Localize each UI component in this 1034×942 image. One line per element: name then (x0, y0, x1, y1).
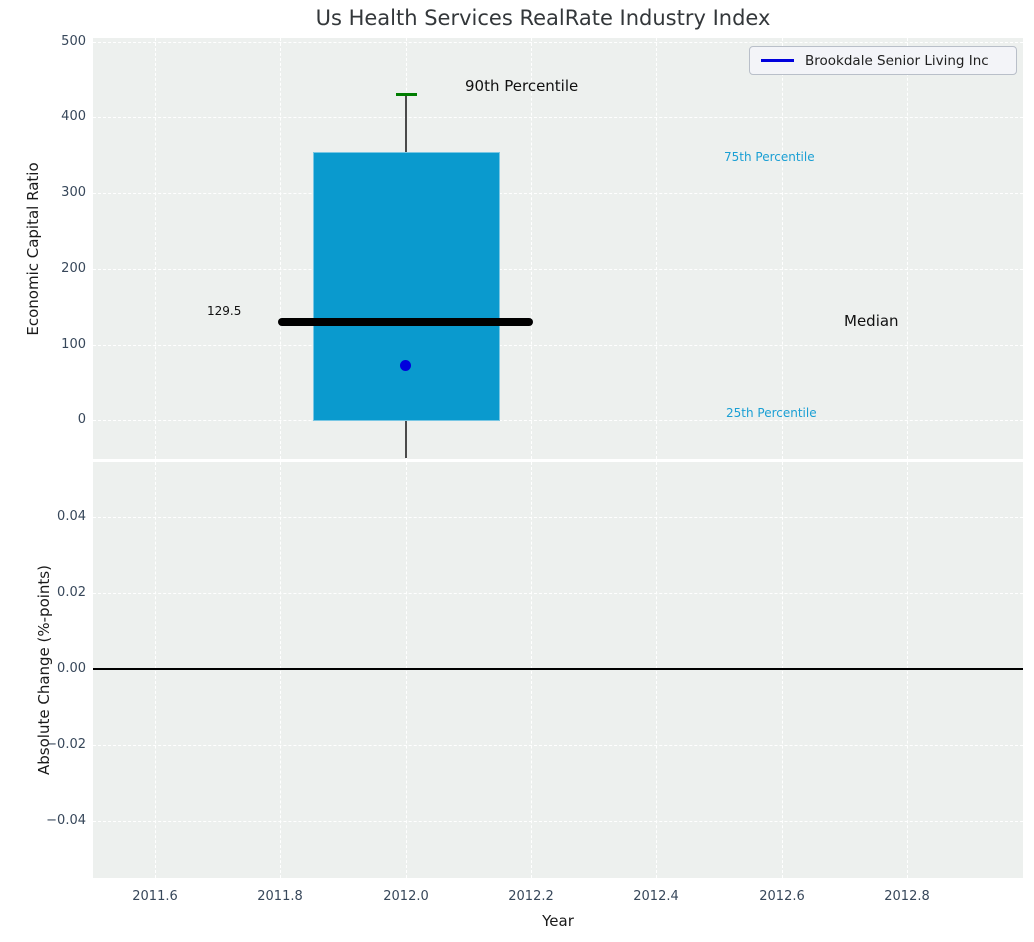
ytick: −0.02 (46, 737, 86, 752)
chart-title: Us Health Services RealRate Industry Ind… (315, 6, 771, 30)
bottom-ylabel: Absolute Change (%-points) (35, 565, 53, 775)
gridline-v (531, 38, 532, 459)
gridline-h (93, 420, 1023, 421)
ytick: 500 (61, 34, 86, 49)
gridline-v (280, 462, 281, 878)
legend-line-swatch (761, 59, 794, 62)
xtick: 2012.8 (884, 889, 930, 904)
xtick: 2012.0 (383, 889, 429, 904)
gridline-h (93, 269, 1023, 270)
xlabel: Year (542, 912, 574, 930)
gridline-h (93, 117, 1023, 118)
label-25th-percentile: 25th Percentile (726, 406, 817, 420)
gridline-h (93, 593, 1023, 594)
gridline-v (406, 462, 407, 878)
company-data-point (400, 360, 411, 371)
xtick: 2011.6 (132, 889, 178, 904)
legend-label: Brookdale Senior Living Inc (805, 52, 989, 69)
gridline-v (531, 462, 532, 878)
bottom-axes (93, 462, 1023, 878)
percentile-box (313, 152, 500, 421)
top-axes: 90th Percentile 75th Percentile 25th Per… (93, 38, 1023, 459)
gridline-v (155, 462, 156, 878)
label-median: Median (844, 312, 899, 330)
gridline-v (155, 38, 156, 459)
label-median-value: 129.5 (207, 304, 242, 318)
gridline-v (907, 462, 908, 878)
gridline-h (93, 517, 1023, 518)
ytick: 200 (61, 261, 86, 276)
xtick: 2012.6 (759, 889, 805, 904)
top-ylabel: Economic Capital Ratio (24, 162, 42, 336)
gridline-h (93, 745, 1023, 746)
xtick: 2012.4 (633, 889, 679, 904)
gridline-v (907, 38, 908, 459)
gridline-v (782, 38, 783, 459)
gridline-v (656, 462, 657, 878)
median-line (278, 318, 533, 326)
ytick: 0.00 (57, 661, 86, 676)
percentile-90-cap (396, 93, 417, 96)
gridline-h (93, 821, 1023, 822)
label-90th-percentile: 90th Percentile (465, 77, 579, 95)
xtick: 2011.8 (257, 889, 303, 904)
gridline-h (93, 42, 1023, 43)
ytick: 0 (77, 412, 86, 427)
ytick: 0.04 (57, 509, 86, 524)
gridline-v (656, 38, 657, 459)
legend: Brookdale Senior Living Inc (749, 46, 1017, 75)
ytick: 0.02 (57, 585, 86, 600)
ytick: 300 (61, 185, 86, 200)
gridline-v (280, 38, 281, 459)
ytick: −0.04 (46, 813, 86, 828)
gridline-h (93, 193, 1023, 194)
gridline-v (782, 462, 783, 878)
label-75th-percentile: 75th Percentile (724, 150, 815, 164)
gridline-h (93, 345, 1023, 346)
ytick: 100 (61, 337, 86, 352)
xtick: 2012.2 (508, 889, 554, 904)
zero-line (93, 668, 1023, 670)
ytick: 400 (61, 109, 86, 124)
